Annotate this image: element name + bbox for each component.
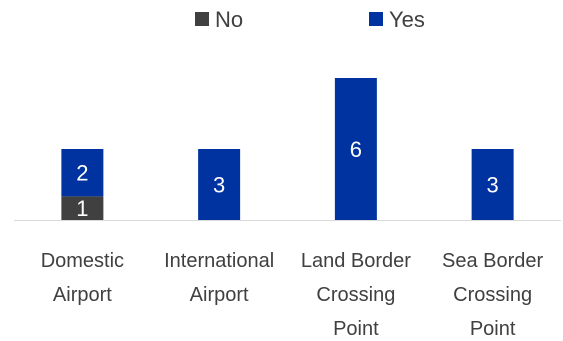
legend-label-no: No (215, 7, 243, 32)
category-label: Crossing (316, 284, 395, 306)
category-label: Airport (53, 284, 112, 306)
bar-yes-2 (334, 78, 377, 220)
bar-yes-1 (198, 149, 241, 220)
category-label: Point (470, 318, 516, 340)
bar-yes-3 (471, 149, 514, 220)
category-label: Domestic (41, 250, 124, 272)
category-label: Sea Border (442, 250, 544, 272)
category-label-group: Domestic Airport International Airport Land … (41, 250, 544, 340)
data-label: 2 (76, 161, 88, 186)
legend-label-yes: Yes (389, 7, 425, 32)
category-label: International (164, 250, 274, 272)
legend-swatch-yes (369, 12, 383, 26)
category-label: Land Border (301, 250, 411, 272)
category-label: Airport (190, 284, 249, 306)
bar-yes-0 (61, 149, 104, 197)
category-label: Crossing (453, 284, 532, 306)
data-label: 3 (487, 173, 499, 198)
data-label-group: 1 2 3 6 3 (76, 137, 499, 221)
data-label: 3 (213, 173, 225, 198)
data-label: 6 (350, 137, 362, 162)
category-label: Point (333, 318, 379, 340)
bar-group (61, 78, 514, 220)
chart-legend: No Yes (195, 7, 425, 32)
bar-no-0 (61, 196, 104, 220)
data-label: 1 (76, 196, 88, 221)
legend-swatch-no (195, 12, 209, 26)
